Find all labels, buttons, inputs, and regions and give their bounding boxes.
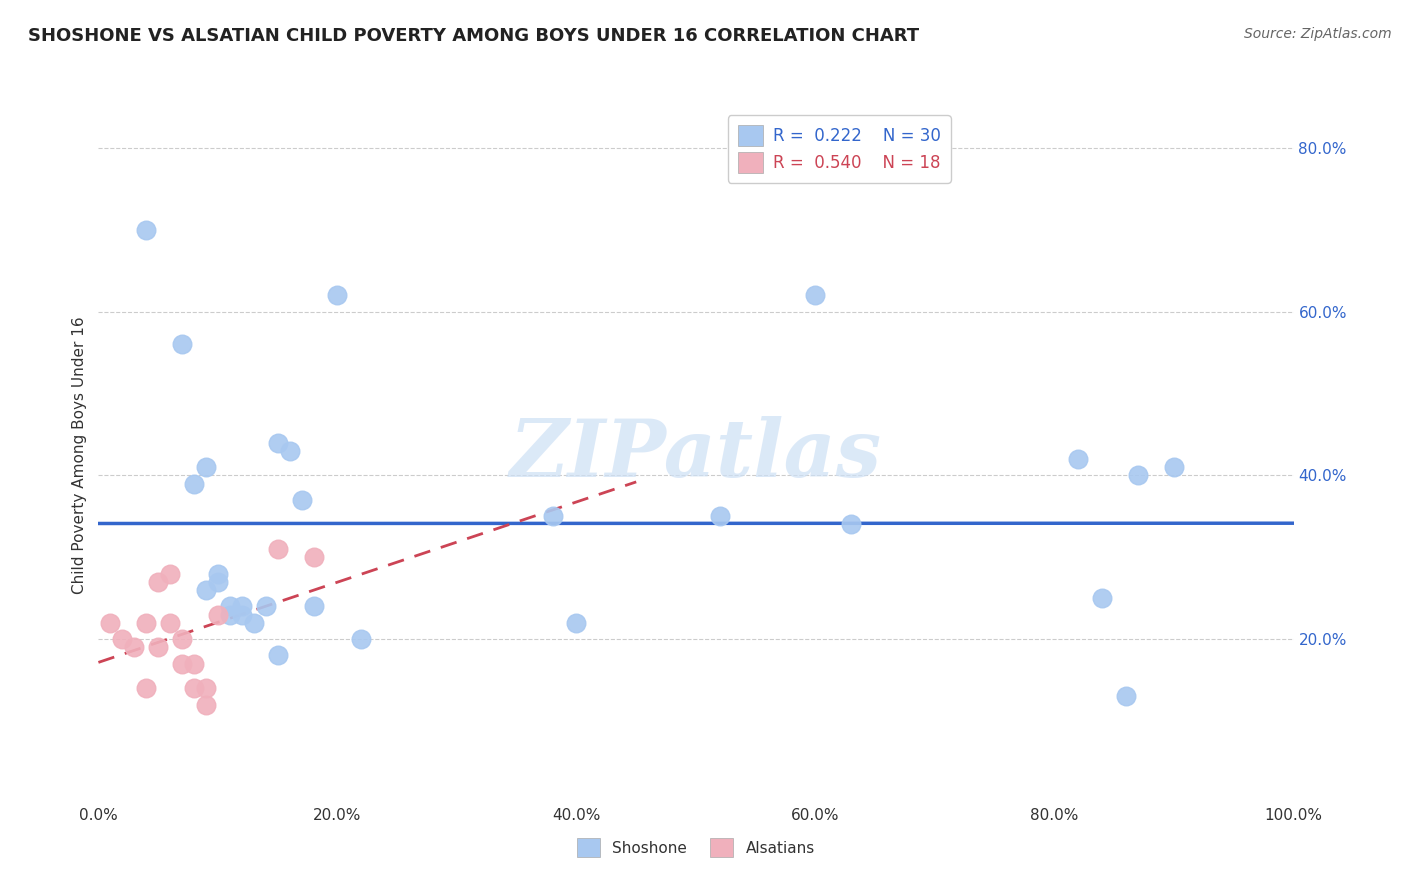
Point xyxy=(291,492,314,507)
Point xyxy=(326,288,349,302)
Point xyxy=(172,632,194,646)
Point xyxy=(135,615,157,630)
Point xyxy=(254,599,277,614)
Point xyxy=(194,460,218,475)
Point xyxy=(841,517,863,532)
Point xyxy=(172,657,194,671)
Point xyxy=(159,615,181,630)
Point xyxy=(804,288,827,302)
Point xyxy=(183,657,205,671)
Point xyxy=(267,542,290,557)
Point xyxy=(278,443,301,458)
Point xyxy=(148,640,170,655)
Point xyxy=(231,599,253,614)
Point xyxy=(565,615,588,630)
Text: Source: ZipAtlas.com: Source: ZipAtlas.com xyxy=(1244,27,1392,41)
Point xyxy=(243,615,266,630)
Point xyxy=(172,337,194,351)
Point xyxy=(219,607,242,622)
Point xyxy=(302,599,325,614)
Point xyxy=(111,632,134,646)
Point xyxy=(709,509,731,524)
Point xyxy=(207,566,229,581)
Point xyxy=(267,435,290,450)
Point xyxy=(148,574,170,589)
Point xyxy=(219,599,242,614)
Point xyxy=(124,640,146,655)
Point xyxy=(267,648,290,663)
Point xyxy=(350,632,373,646)
Point xyxy=(1163,460,1185,475)
Point xyxy=(194,698,218,712)
Point xyxy=(194,582,218,597)
Point xyxy=(1128,468,1150,483)
Point xyxy=(135,223,157,237)
Point xyxy=(1115,690,1137,704)
Point xyxy=(541,509,564,524)
Text: SHOSHONE VS ALSATIAN CHILD POVERTY AMONG BOYS UNDER 16 CORRELATION CHART: SHOSHONE VS ALSATIAN CHILD POVERTY AMONG… xyxy=(28,27,920,45)
Point xyxy=(302,550,325,565)
Point xyxy=(1091,591,1114,606)
Point xyxy=(135,681,157,696)
Point xyxy=(159,566,181,581)
Point xyxy=(207,607,229,622)
Text: ZIPatlas: ZIPatlas xyxy=(510,417,882,493)
Legend: Shoshone, Alsatians: Shoshone, Alsatians xyxy=(569,830,823,864)
Y-axis label: Child Poverty Among Boys Under 16: Child Poverty Among Boys Under 16 xyxy=(72,316,87,594)
Point xyxy=(1067,452,1090,467)
Point xyxy=(183,681,205,696)
Point xyxy=(207,574,229,589)
Point xyxy=(194,681,218,696)
Point xyxy=(183,476,205,491)
Point xyxy=(231,607,253,622)
Point xyxy=(98,615,122,630)
